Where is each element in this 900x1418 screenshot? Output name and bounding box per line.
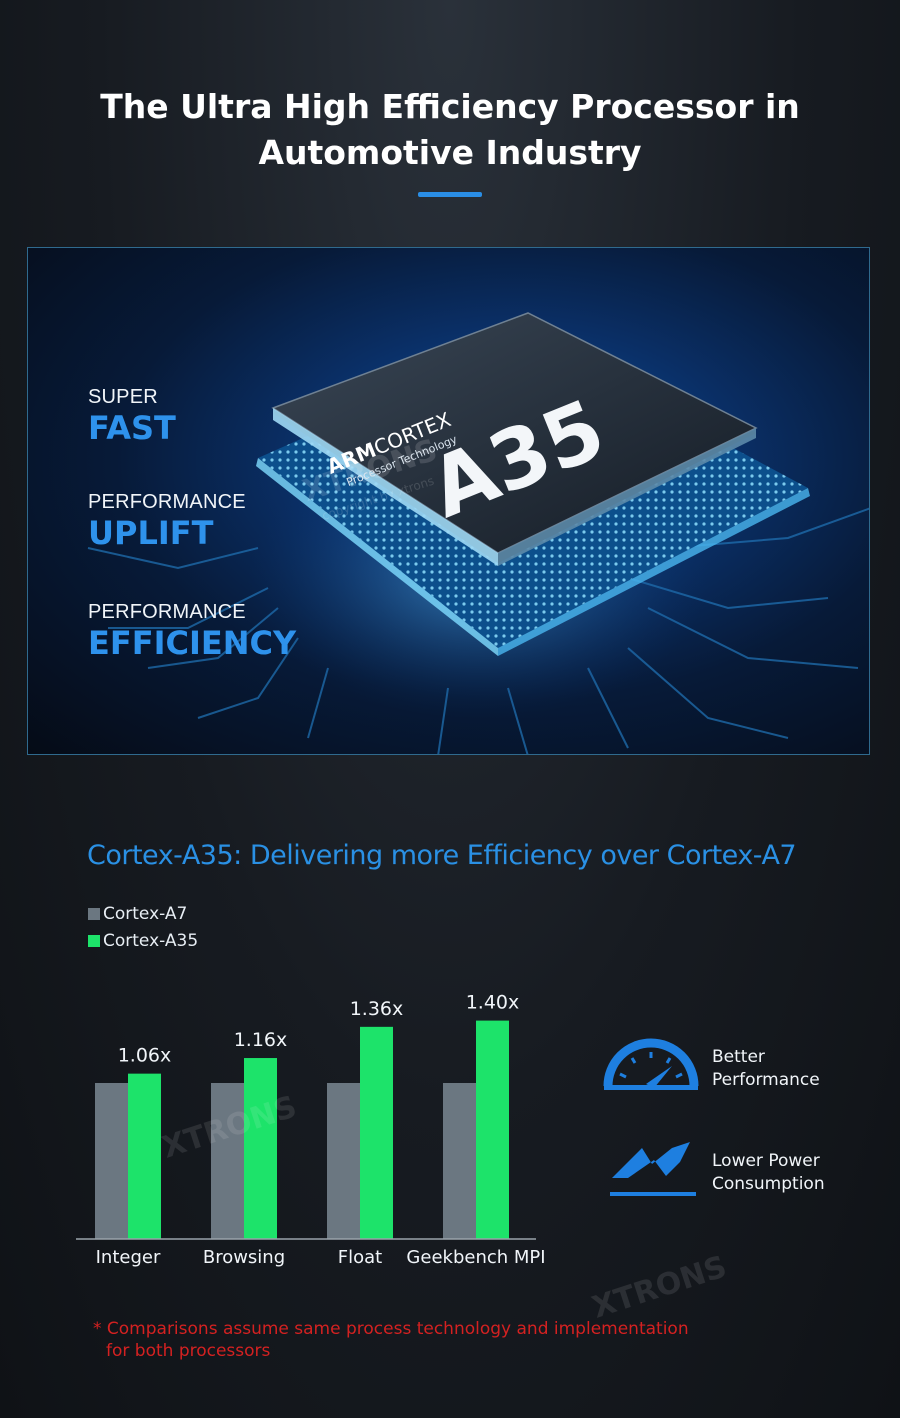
feature-value: UPLIFT: [88, 514, 214, 552]
bar-cortex-a7-browsing: [211, 1083, 244, 1239]
footnote-line2: for both processors: [106, 1341, 271, 1361]
feature-label: SUPER: [88, 386, 158, 408]
legend-item-cortex-a35: Cortex-A35: [88, 927, 198, 954]
legend-label: Cortex-A7: [103, 903, 188, 924]
page-title-line1: The Ultra High Efficiency Processor in: [100, 87, 800, 126]
hero-banner: ARMCORTEX Processor Technology A35 XTRON…: [27, 247, 870, 755]
feature-value: EFFICIENCY: [88, 624, 297, 662]
aside-line: Better: [712, 1047, 765, 1067]
chart-legend: Cortex-A7 Cortex-A35: [88, 900, 198, 954]
feature-performance-efficiency: PERFORMANCE EFFICIENCY: [88, 601, 296, 662]
bar-cortex-a7-integer: [95, 1083, 128, 1239]
chart-title: Cortex-A35: Delivering more Efficiency o…: [87, 840, 797, 871]
aside-line: Consumption: [712, 1174, 825, 1194]
legend-swatch: [88, 907, 100, 920]
aside-line: Performance: [712, 1070, 820, 1090]
bar-cortex-a35-geekbench-mpi: [476, 1020, 509, 1239]
lightning-icon: [610, 1142, 696, 1196]
bar-cortex-a7-float: [327, 1083, 360, 1239]
page-title: The Ultra High Efficiency Processor in A…: [0, 84, 900, 176]
chip-illustration: ARMCORTEX Processor Technology A35 XTRON…: [87, 312, 869, 754]
feature-label: PERFORMANCE: [88, 491, 246, 513]
bar-cortex-a35-float: [360, 1026, 393, 1239]
feature-super-fast: SUPER FAST: [88, 386, 176, 447]
feature-performance-uplift: PERFORMANCE UPLIFT: [88, 491, 246, 552]
lower-power-text: Lower Power Consumption: [712, 1150, 825, 1196]
title-divider: [418, 192, 482, 197]
legend-item-cortex-a7: Cortex-A7: [88, 900, 198, 927]
data-label: 1.40x: [466, 992, 520, 1014]
bar-cortex-a35-browsing: [244, 1058, 277, 1239]
legend-swatch: [88, 934, 100, 947]
x-tick-label: Geekbench MPI: [406, 1247, 545, 1268]
page-title-line2: Automotive Industry: [258, 133, 642, 172]
aside-line: Lower Power: [712, 1151, 820, 1171]
speedometer-icon: [603, 1038, 699, 1090]
footer-watermark: XTRONS: [587, 1249, 731, 1326]
x-tick-label: Float: [338, 1247, 382, 1268]
better-performance-text: Better Performance: [712, 1046, 820, 1092]
x-tick-label: Browsing: [203, 1247, 285, 1268]
feature-label: PERFORMANCE: [88, 601, 246, 623]
bar-cortex-a35-integer: [128, 1073, 161, 1239]
data-label: 1.16x: [234, 1029, 288, 1051]
data-label: 1.06x: [118, 1045, 172, 1067]
x-tick-label: Integer: [96, 1247, 161, 1268]
bar-chart: 1.06x Integer 1.16x Browsing 1.36x Float 1.40x…: [76, 992, 546, 1268]
footnote: * Comparisons assume same process techno…: [93, 1318, 689, 1362]
data-label: 1.36x: [350, 998, 404, 1020]
legend-label: Cortex-A35: [103, 930, 199, 951]
footnote-line1: * Comparisons assume same process techno…: [93, 1319, 689, 1339]
feature-value: FAST: [88, 409, 176, 447]
bar-cortex-a7-geekbench-mpi: [443, 1083, 476, 1239]
